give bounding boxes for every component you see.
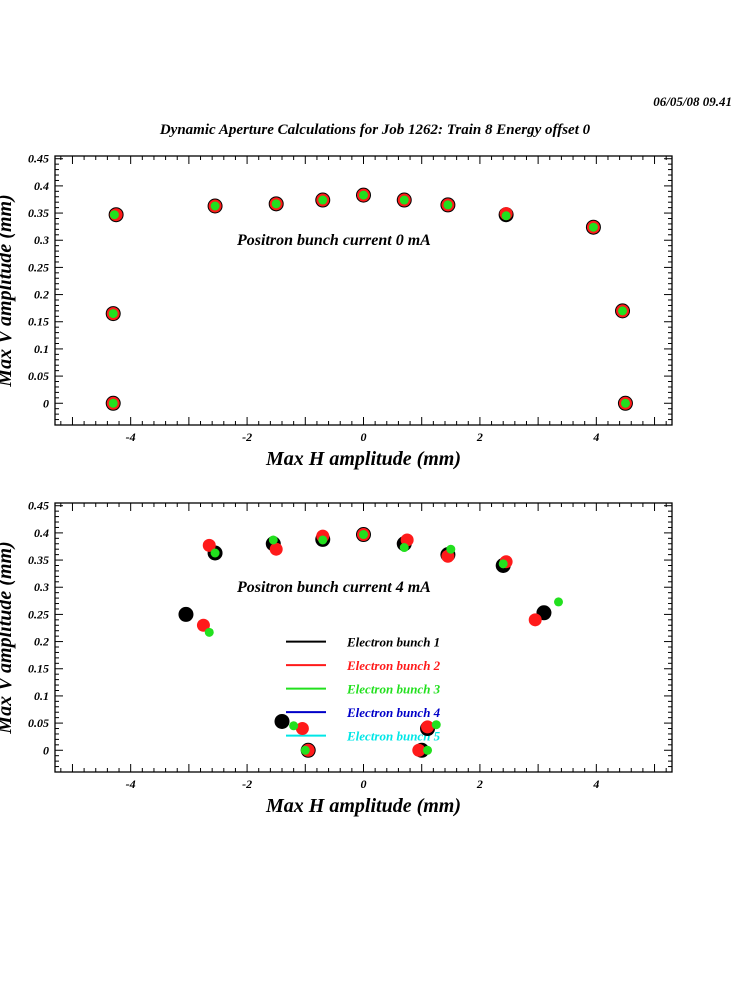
y-tick-label: 0.35 — [28, 553, 49, 567]
data-point — [359, 530, 368, 540]
y-tick-label: 0.35 — [28, 206, 49, 220]
data-point — [300, 745, 310, 755]
y-tick-label: 0.15 — [28, 315, 49, 329]
y-tick-label: 0.4 — [34, 526, 49, 540]
y-tick-label: 0.4 — [34, 179, 49, 193]
data-point — [202, 538, 216, 552]
legend-label: Electron bunch 5 — [346, 729, 441, 744]
data-point — [412, 743, 426, 757]
y-tick-label: 0.1 — [34, 689, 49, 703]
y-tick-label: 0.1 — [34, 342, 49, 356]
y-tick-label: 0.05 — [28, 369, 49, 383]
current-annotation: Positron bunch current 4 mA — [236, 579, 431, 596]
data-point — [421, 720, 435, 734]
y-axis-label: Max V amplitude (mm) — [0, 541, 16, 734]
y-tick-label: 0.25 — [28, 260, 49, 274]
y-tick-label: 0.45 — [28, 499, 49, 513]
data-point — [446, 544, 456, 554]
x-tick-label: 2 — [476, 777, 483, 791]
data-point — [109, 210, 119, 220]
page-title: Dynamic Aperture Calculations for Job 12… — [159, 122, 591, 138]
data-point — [399, 543, 409, 553]
y-tick-label: 0.05 — [28, 716, 49, 730]
data-point — [588, 222, 598, 232]
data-point — [289, 721, 299, 731]
data-point — [618, 306, 628, 316]
x-tick-label: 0 — [361, 430, 367, 444]
y-tick-label: 0.15 — [28, 662, 49, 676]
data-point — [274, 713, 290, 729]
data-point — [108, 309, 118, 319]
data-point — [498, 559, 508, 569]
y-tick-label: 0.45 — [28, 152, 49, 166]
data-point — [620, 398, 630, 408]
data-point — [443, 200, 453, 210]
x-tick-label: -4 — [126, 777, 136, 791]
data-point — [431, 720, 441, 730]
y-tick-label: 0.2 — [34, 635, 49, 649]
data-point — [359, 190, 368, 200]
x-tick-label: 4 — [592, 777, 599, 791]
x-tick-label: 2 — [476, 430, 483, 444]
x-tick-label: -2 — [242, 777, 252, 791]
data-point — [108, 398, 118, 408]
data-point — [318, 195, 328, 205]
datestamp: 06/05/08 09.41 — [653, 94, 732, 109]
data-point — [501, 211, 511, 221]
data-point — [268, 535, 278, 545]
data-point — [269, 542, 283, 556]
data-point — [318, 535, 328, 545]
x-tick-label: -2 — [242, 430, 252, 444]
data-point — [210, 548, 220, 558]
x-axis-label: Max H amplitude (mm) — [265, 795, 461, 817]
aperture-chart-4ma: -4 -2 0 2 4 0 0.05 0.1 0.15 0.2 0.25 0.3 0.35 0.4 0.45… — [0, 499, 673, 817]
current-annotation: Positron bunch current 0 mA — [236, 232, 431, 249]
data-point — [271, 199, 281, 209]
data-point — [196, 618, 210, 632]
legend-label: Electron bunch 3 — [346, 682, 441, 697]
data-point — [423, 745, 433, 755]
data-point — [210, 201, 220, 211]
y-tick-label: 0 — [43, 396, 49, 410]
y-tick-label: 0.25 — [28, 607, 49, 621]
y-axis-label: Max V amplitude (mm) — [0, 194, 16, 387]
x-tick-label: 0 — [361, 777, 367, 791]
y-tick-label: 0.3 — [34, 580, 49, 594]
aperture-chart-0ma: -4 -2 0 2 4 0 0.05 0.1 0.15 0.2 0.25 0.3 0.35 0.4 0.45… — [0, 152, 673, 470]
data-point — [178, 606, 194, 622]
y-tick-label: 0.3 — [34, 233, 49, 247]
legend-label: Electron bunch 2 — [346, 658, 441, 673]
data-point — [528, 613, 542, 627]
data-point — [204, 627, 214, 637]
legend-label: Electron bunch 1 — [346, 635, 440, 650]
legend-label: Electron bunch 4 — [346, 705, 441, 720]
x-tick-label: -4 — [126, 430, 136, 444]
data-point — [399, 195, 409, 205]
y-tick-label: 0.2 — [34, 288, 49, 302]
data-point — [295, 722, 309, 736]
y-tick-label: 0 — [43, 743, 49, 757]
data-point — [553, 597, 563, 607]
x-tick-label: 4 — [592, 430, 599, 444]
x-axis-label: Max H amplitude (mm) — [265, 448, 461, 470]
